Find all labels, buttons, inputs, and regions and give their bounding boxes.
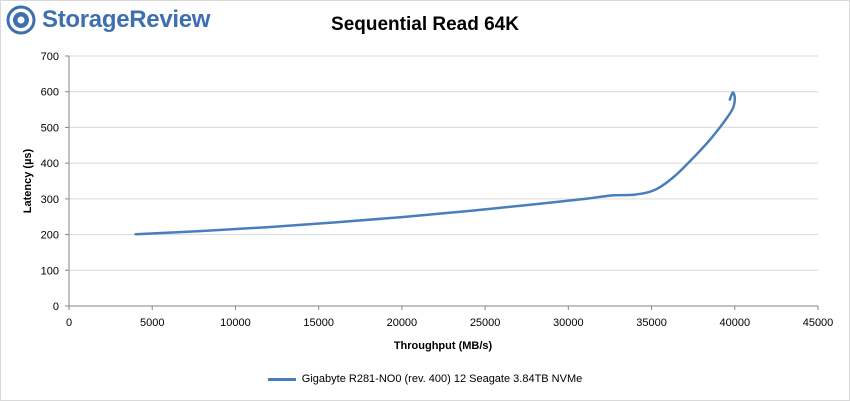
y-tick-label: 0 — [53, 301, 59, 313]
x-tick-label: 20000 — [387, 317, 418, 329]
x-tick-label: 30000 — [553, 317, 584, 329]
y-tick-label: 700 — [41, 51, 59, 63]
x-axis-label: Throughput (MB/s) — [394, 340, 493, 352]
x-tick-label: 10000 — [220, 317, 251, 329]
x-tick-label: 0 — [66, 317, 72, 329]
x-tick-label: 35000 — [636, 317, 667, 329]
legend: Gigabyte R281-NO0 (rev. 400) 12 Seagate … — [0, 373, 850, 385]
y-tick-label: 600 — [41, 87, 59, 99]
grid-lines — [65, 55, 819, 310]
chart-title: Sequential Read 64K — [331, 14, 519, 35]
y-tick-label: 200 — [41, 230, 59, 242]
brand-logo: StorageReview — [6, 4, 210, 36]
y-tick-label: 300 — [41, 194, 59, 206]
x-tick-label: 40000 — [719, 317, 750, 329]
storagereview-logo-icon — [6, 5, 36, 35]
brand-name: StorageReview — [42, 6, 211, 33]
legend-label: Gigabyte R281-NO0 (rev. 400) 12 Seagate … — [301, 373, 583, 385]
y-axis-label: Latency (µs) — [22, 148, 34, 213]
series-line — [134, 91, 737, 236]
legend-swatch — [267, 377, 296, 381]
x-tick-label: 5000 — [140, 317, 164, 329]
x-tick-label: 45000 — [803, 317, 834, 329]
y-tick-label: 100 — [41, 265, 59, 277]
axes — [68, 56, 818, 307]
x-tick-label: 15000 — [303, 317, 334, 329]
x-tick-label: 25000 — [470, 317, 501, 329]
y-tick-label: 500 — [41, 122, 59, 134]
y-tick-label: 400 — [41, 158, 59, 170]
tick-labels: 0 100 200 300 400 500 600 700 0 5000 10000 15000 200… — [41, 51, 834, 329]
series-layer — [134, 91, 737, 236]
